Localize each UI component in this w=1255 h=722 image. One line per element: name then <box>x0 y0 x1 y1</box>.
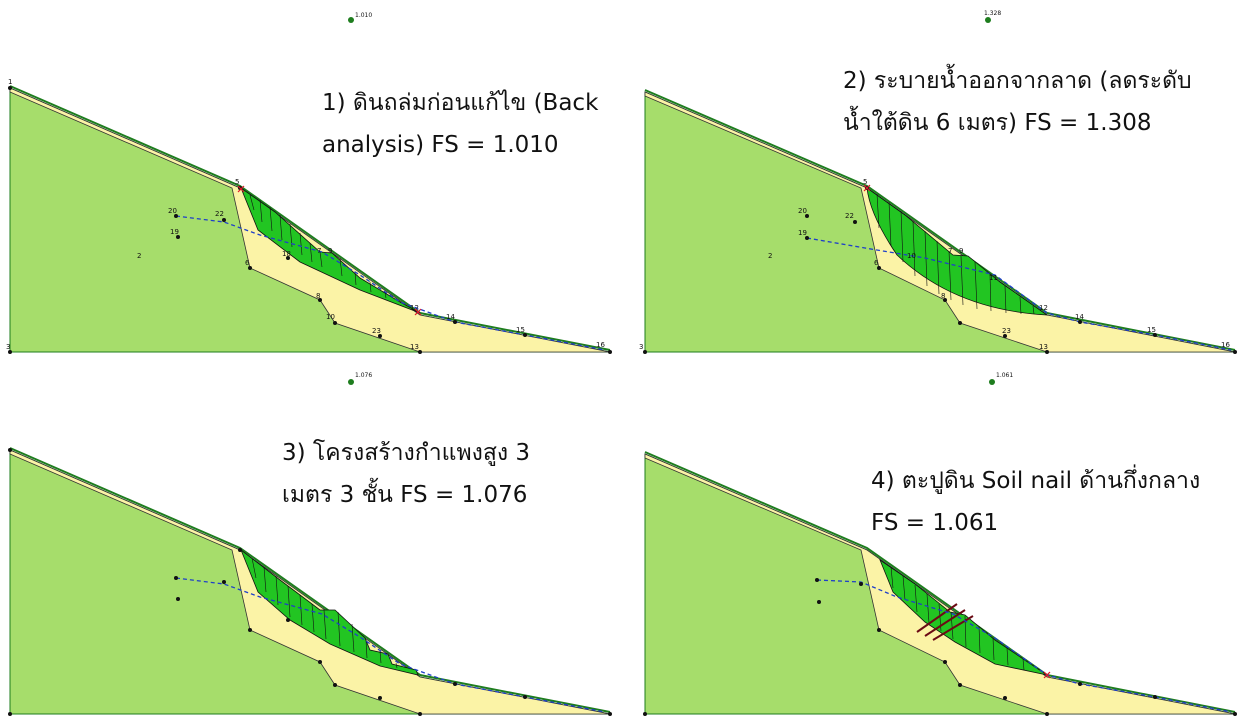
panel-soil-nail: 1.061 4) ตะปูดิน Soil nail ด้านกึ่งกลาง … <box>635 362 1255 716</box>
caption-line-1: 4) ตะปูดิน Soil nail ด้านกึ่งกลาง <box>871 468 1201 494</box>
slope-diagram-1: 1.010 1 2 3 5 6 7 8 9 10 12 13 14 15 16 … <box>6 12 612 354</box>
caption-line-2: น้ำใต้ดิน 6 เมตร) FS = 1.308 <box>843 110 1152 136</box>
caption: 2) ระบายน้ำออกจากลาด (ลดระดับ น้ำใต้ดิน … <box>843 60 1192 144</box>
caption: 1) ดินถล่มก่อนแก้ไข (Back analysis) FS =… <box>322 82 599 166</box>
svg-text:19: 19 <box>170 228 179 236</box>
slip-end-markers <box>1043 671 1051 679</box>
caption-line-1: 3) โครงสร้างกำแพงสูง 3 <box>282 440 531 466</box>
svg-text:1: 1 <box>8 78 12 86</box>
svg-text:2: 2 <box>768 252 772 260</box>
fs-center-dot <box>989 379 995 385</box>
svg-text:11: 11 <box>989 274 998 282</box>
fs-center-dot <box>985 17 991 23</box>
panel-retaining-wall: 1.076 3) โครงสร้างกำแพงสูง 3 เมตร 3 ชั้น… <box>0 362 620 716</box>
node-labels: 1 2 3 5 6 7 8 9 10 12 13 14 15 16 18 19 … <box>6 78 605 351</box>
caption-line-2: เมตร 3 ชั้น FS = 1.076 <box>282 482 528 508</box>
svg-text:22: 22 <box>215 210 224 218</box>
fs-center-dot <box>348 17 354 23</box>
panel-back-analysis: 1.010 1 2 3 5 6 7 8 9 10 12 13 14 15 16 … <box>0 0 620 354</box>
svg-text:18: 18 <box>282 250 291 258</box>
svg-text:7: 7 <box>317 247 321 255</box>
fs-marker-label: 1.061 <box>996 372 1013 379</box>
svg-text:7: 7 <box>948 247 952 255</box>
slip-surface-zone <box>240 548 419 676</box>
svg-text:6: 6 <box>245 259 250 267</box>
slip-surface-zone <box>240 186 421 314</box>
svg-text:10: 10 <box>326 313 335 321</box>
caption: 3) โครงสร้างกำแพงสูง 3 เมตร 3 ชั้น FS = … <box>282 432 531 516</box>
caption-line-2: FS = 1.061 <box>871 510 999 536</box>
caption-line-1: 2) ระบายน้ำออกจากลาด (ลดระดับ <box>843 68 1192 94</box>
svg-text:14: 14 <box>1075 313 1084 321</box>
svg-text:9: 9 <box>959 247 963 255</box>
node-points <box>643 578 1237 716</box>
svg-text:5: 5 <box>863 178 867 186</box>
fs-marker-label: 1.328 <box>984 10 1001 17</box>
slope-diagram-2: 1.328 2 3 5 6 7 8 9 10 11 12 13 14 15 16… <box>639 10 1237 354</box>
caption-line-1: 1) ดินถล่มก่อนแก้ไข (Back <box>322 90 599 116</box>
svg-text:8: 8 <box>941 292 945 300</box>
svg-text:20: 20 <box>798 207 807 215</box>
node-labels: 2 3 5 6 7 8 9 10 11 12 13 14 15 16 19 20… <box>639 178 1230 351</box>
svg-text:19: 19 <box>798 229 807 237</box>
svg-text:3: 3 <box>639 343 643 351</box>
soil-nail-bars <box>916 603 974 641</box>
svg-text:16: 16 <box>1221 341 1230 349</box>
svg-text:13: 13 <box>410 343 419 351</box>
svg-text:23: 23 <box>1002 327 1011 335</box>
ground-surface-line <box>9 85 611 351</box>
slice-lines <box>890 566 1025 671</box>
slope-diagram-3: 1.076 <box>8 372 612 716</box>
svg-text:12: 12 <box>410 304 419 312</box>
svg-text:8: 8 <box>316 292 320 300</box>
slice-lines <box>876 193 1035 315</box>
slip-end-markers <box>863 184 871 192</box>
panel-drainage: 1.328 2 3 5 6 7 8 9 10 11 12 13 14 15 16… <box>635 0 1255 354</box>
svg-text:9: 9 <box>328 247 332 255</box>
slice-lines <box>251 557 398 669</box>
svg-text:14: 14 <box>446 313 455 321</box>
caption: 4) ตะปูดิน Soil nail ด้านกึ่งกลาง FS = 1… <box>871 460 1201 544</box>
svg-text:22: 22 <box>845 212 854 220</box>
slope-diagram-4: 1.061 <box>643 372 1237 716</box>
fs-center-dot <box>348 379 354 385</box>
ground-surface-line <box>644 451 1236 713</box>
svg-text:16: 16 <box>596 341 605 349</box>
fs-marker-label: 1.010 <box>355 12 372 19</box>
svg-text:6: 6 <box>874 259 879 267</box>
svg-text:3: 3 <box>6 343 10 351</box>
water-table-line <box>806 237 1232 351</box>
caption-line-2: analysis) FS = 1.010 <box>322 132 559 158</box>
svg-text:13: 13 <box>1039 343 1048 351</box>
svg-text:20: 20 <box>168 207 177 215</box>
ground-surface-line <box>644 89 1236 351</box>
svg-text:23: 23 <box>372 327 381 335</box>
node-points <box>8 448 612 716</box>
slip-surface-zone <box>866 187 1049 316</box>
svg-text:5: 5 <box>235 178 239 186</box>
slip-end-markers <box>237 185 422 316</box>
svg-text:2: 2 <box>137 252 141 260</box>
water-table-line <box>816 579 1232 713</box>
svg-text:12: 12 <box>1039 304 1048 312</box>
fs-marker-label: 1.076 <box>355 372 372 379</box>
svg-text:10: 10 <box>907 252 916 260</box>
svg-text:15: 15 <box>1147 326 1156 334</box>
svg-text:15: 15 <box>516 326 525 334</box>
